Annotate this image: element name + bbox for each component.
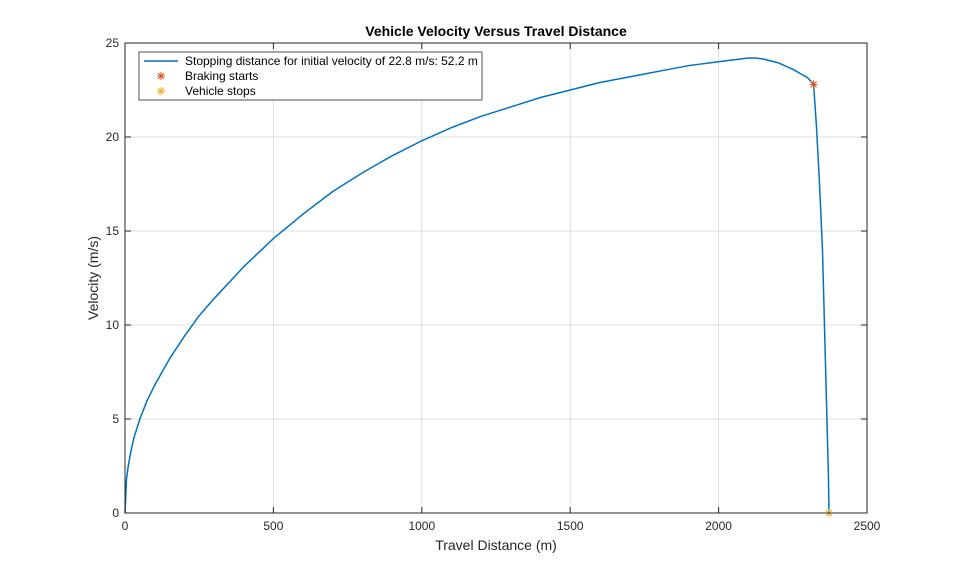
legend-box: [138, 51, 483, 101]
legend-entry-vehicle-stops: Vehicle stops: [185, 84, 256, 98]
series-line-stopping-distance: [124, 57, 830, 514]
braking-starts-marker: [809, 80, 818, 89]
legend-stops-marker: [157, 87, 165, 95]
y-tick-label: 15: [106, 224, 120, 238]
plot-area: [125, 43, 867, 513]
x-tick-label: 1000: [408, 519, 435, 533]
x-tick-label: 500: [263, 519, 283, 533]
x-tick-label: 1500: [557, 519, 584, 533]
legend-braking-marker: [157, 72, 165, 80]
legend-entry-stopping-distance: Stopping distance for initial velocity o…: [185, 54, 478, 68]
x-tick-label: 0: [122, 519, 129, 533]
y-tick-label: 10: [106, 318, 120, 332]
ticks: 0 500 1000 1500 2000 2500 0 5 10 15 20 25: [106, 36, 881, 533]
y-axis-label: Velocity (m/s): [85, 236, 101, 320]
y-tick-label: 5: [112, 412, 119, 426]
axes-box: [124, 42, 868, 514]
x-axis-label: Travel Distance (m): [435, 537, 557, 553]
legend: Stopping distance for initial velocity o…: [138, 51, 483, 101]
legend-entry-braking-starts: Braking starts: [185, 69, 258, 83]
x-tick-label: 2500: [854, 519, 881, 533]
y-tick-label: 0: [112, 506, 119, 520]
x-tick-label: 2000: [705, 519, 732, 533]
y-tick-label: 20: [106, 130, 120, 144]
y-tick-label: 25: [106, 36, 120, 50]
grid: [125, 43, 867, 513]
chart-title: Vehicle Velocity Versus Travel Distance: [365, 23, 627, 39]
